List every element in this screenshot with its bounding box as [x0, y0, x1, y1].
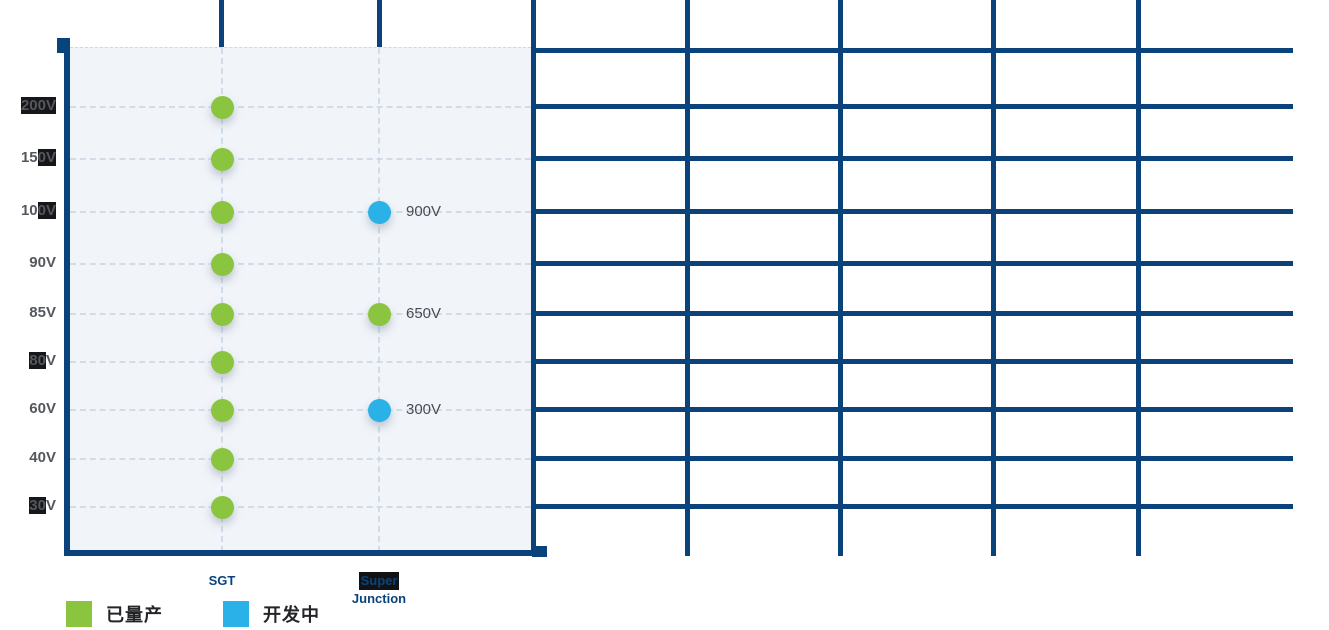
y-axis-line: [64, 40, 70, 553]
data-point-super-junction-650v[interactable]: [368, 303, 391, 326]
horizontal-dashed-gridline: [70, 409, 531, 411]
table-grid-vertical-line: [838, 0, 843, 556]
data-point-value-label: 900V: [406, 203, 442, 220]
horizontal-dashed-gridline: [70, 361, 531, 363]
x-axis-label-super-junction: Super Junction: [319, 572, 439, 608]
data-point-sgt-100v[interactable]: [211, 201, 234, 224]
horizontal-dashed-gridline: [70, 106, 531, 108]
table-grid-horizontal-line: [531, 456, 1293, 461]
table-grid-horizontal-line: [531, 504, 1293, 509]
y-axis-label-40v: 40V: [29, 449, 56, 466]
y-axis-label-90v: 90V: [29, 254, 56, 271]
legend-swatch: [223, 601, 249, 627]
axis-bottom-right-handle: [532, 546, 547, 557]
x-axis-label-line: Super: [319, 572, 439, 590]
horizontal-dashed-gridline: [70, 211, 531, 213]
legend-label: 开发中: [263, 605, 320, 625]
label-highlight-box: 200V: [20, 97, 56, 114]
table-grid-vertical-line: [531, 0, 536, 556]
chart-plot-area: 900V 650V 300V: [70, 47, 531, 552]
table-grid-horizontal-line: [531, 209, 1293, 214]
x-axis-label-sgt: SGT: [162, 572, 282, 590]
table-grid-horizontal-line: [531, 156, 1293, 161]
data-point-sgt-90v[interactable]: [211, 253, 234, 276]
data-point-sgt-60v[interactable]: [211, 399, 234, 422]
data-point-sgt-40v[interactable]: [211, 448, 234, 471]
legend-label: 已量产: [106, 605, 163, 625]
y-axis-label-100v: 100V: [20, 202, 56, 219]
vertical-dashed-gridline: [221, 48, 223, 552]
table-grid-horizontal-line: [531, 261, 1293, 266]
y-axis-label-200v: 200V: [0, 96, 56, 116]
horizontal-dashed-gridline: [70, 458, 531, 460]
label-highlight-box: 80: [29, 352, 46, 369]
x-axis-line: [64, 550, 536, 556]
legend-item-已量产[interactable]: 已量产: [66, 601, 163, 627]
table-grid-horizontal-line: [531, 104, 1293, 109]
label-highlight-box: 0V: [37, 149, 56, 166]
y-axis-label-80v: 80V: [29, 352, 56, 369]
data-point-super-junction-300v[interactable]: [368, 399, 391, 422]
data-point-value-label: 650V: [406, 305, 442, 322]
horizontal-dashed-gridline: [70, 313, 531, 315]
y-axis-label-30v: 30V: [29, 497, 56, 514]
data-point-sgt-200v[interactable]: [211, 96, 234, 119]
legend-swatch: [66, 601, 92, 627]
label-highlight-box: Super: [358, 572, 400, 590]
label-highlight-box: 0V: [37, 202, 56, 219]
table-grid-vertical-line: [1136, 0, 1141, 556]
y-axis-label-85v: 85V: [29, 304, 56, 321]
data-point-sgt-80v[interactable]: [211, 351, 234, 374]
data-point-sgt-150v[interactable]: [211, 148, 234, 171]
table-grid-horizontal-line: [531, 407, 1293, 412]
vertical-dashed-gridline: [378, 48, 380, 552]
data-point-sgt-30v[interactable]: [211, 496, 234, 519]
horizontal-dashed-gridline: [70, 263, 531, 265]
axis-top-left-handle: [57, 38, 70, 53]
table-grid-horizontal-line: [531, 48, 1293, 53]
legend-item-开发中[interactable]: 开发中: [223, 601, 320, 627]
x-axis-label-line: Junction: [351, 591, 407, 606]
data-point-sgt-85v[interactable]: [211, 303, 234, 326]
horizontal-dashed-gridline: [70, 158, 531, 160]
horizontal-dashed-gridline: [70, 506, 531, 508]
data-point-super-junction-900v[interactable]: [368, 201, 391, 224]
y-axis-label-150v: 150V: [20, 149, 56, 166]
table-grid-horizontal-line: [531, 359, 1293, 364]
table-grid-vertical-line: [991, 0, 996, 556]
table-grid-vertical-line: [685, 0, 690, 556]
table-grid-horizontal-line: [531, 311, 1293, 316]
x-axis-label-line: SGT: [208, 573, 236, 588]
y-axis-label-60v: 60V: [29, 400, 56, 417]
data-point-value-label: 300V: [406, 401, 442, 418]
chart-legend: 已量产 开发中: [66, 601, 380, 627]
label-highlight-box: 30: [29, 497, 46, 514]
